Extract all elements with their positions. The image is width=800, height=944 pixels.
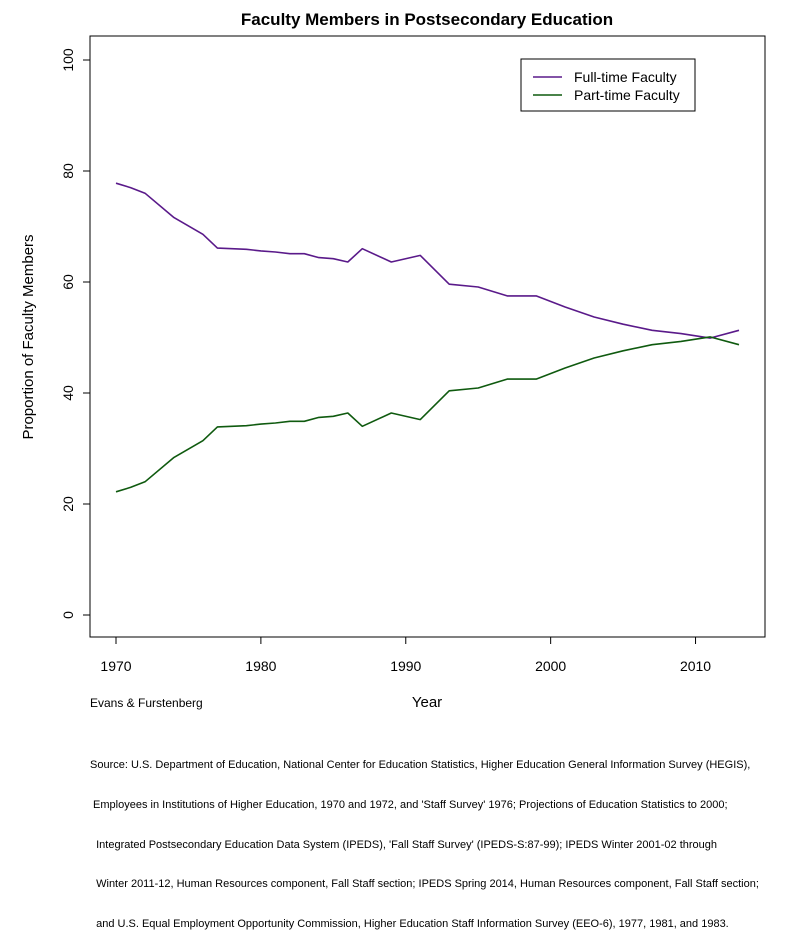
source-line: Winter 2011-12, Human Resources componen… [90, 878, 759, 891]
x-tick-label: 1990 [390, 658, 421, 674]
series-line-part-time [115, 336, 740, 493]
y-tick-label: 100 [60, 48, 76, 72]
legend: Full-time Faculty Part-time Faculty [520, 58, 696, 112]
x-tick-label: 1980 [245, 658, 276, 674]
x-tick-label: 1970 [100, 658, 131, 674]
source-line: Employees in Institutions of Higher Educ… [90, 799, 728, 812]
y-tick-label: 80 [60, 163, 76, 179]
x-axis-label: Year [412, 694, 442, 711]
source-line: Source: U.S. Department of Education, Na… [90, 759, 751, 772]
y-tick-label: 40 [60, 385, 76, 401]
y-tick-label: 60 [60, 274, 76, 290]
x-axis: 1970 1980 1990 2000 2010 [100, 636, 711, 674]
x-tick-label: 2000 [535, 658, 566, 674]
x-tick-label: 2010 [680, 658, 711, 674]
y-tick-label: 0 [60, 611, 76, 619]
y-axis-label: Proportion of Faculty Members [20, 234, 37, 439]
source-line: and U.S. Equal Employment Opportunity Co… [90, 917, 729, 930]
source-line: Integrated Postsecondary Education Data … [90, 838, 718, 851]
legend-label-part-time: Part-time Faculty [574, 87, 680, 103]
legend-label-full-time: Full-time Faculty [574, 69, 677, 85]
y-tick-label: 20 [60, 496, 76, 512]
plot-frame [89, 35, 766, 638]
faculty-line-chart: Faculty Members in Postsecondary Educati… [20, 10, 766, 711]
series-line-full-time [115, 182, 740, 339]
legend-box [520, 58, 696, 112]
chart-title: Faculty Members in Postsecondary Educati… [241, 10, 613, 29]
y-axis: 0 20 40 60 80 100 [60, 48, 91, 619]
credit-text: Evans & Furstenberg [90, 696, 203, 710]
source-note: Source: U.S. Department of Education, Na… [90, 733, 790, 944]
series-layer [115, 182, 740, 493]
